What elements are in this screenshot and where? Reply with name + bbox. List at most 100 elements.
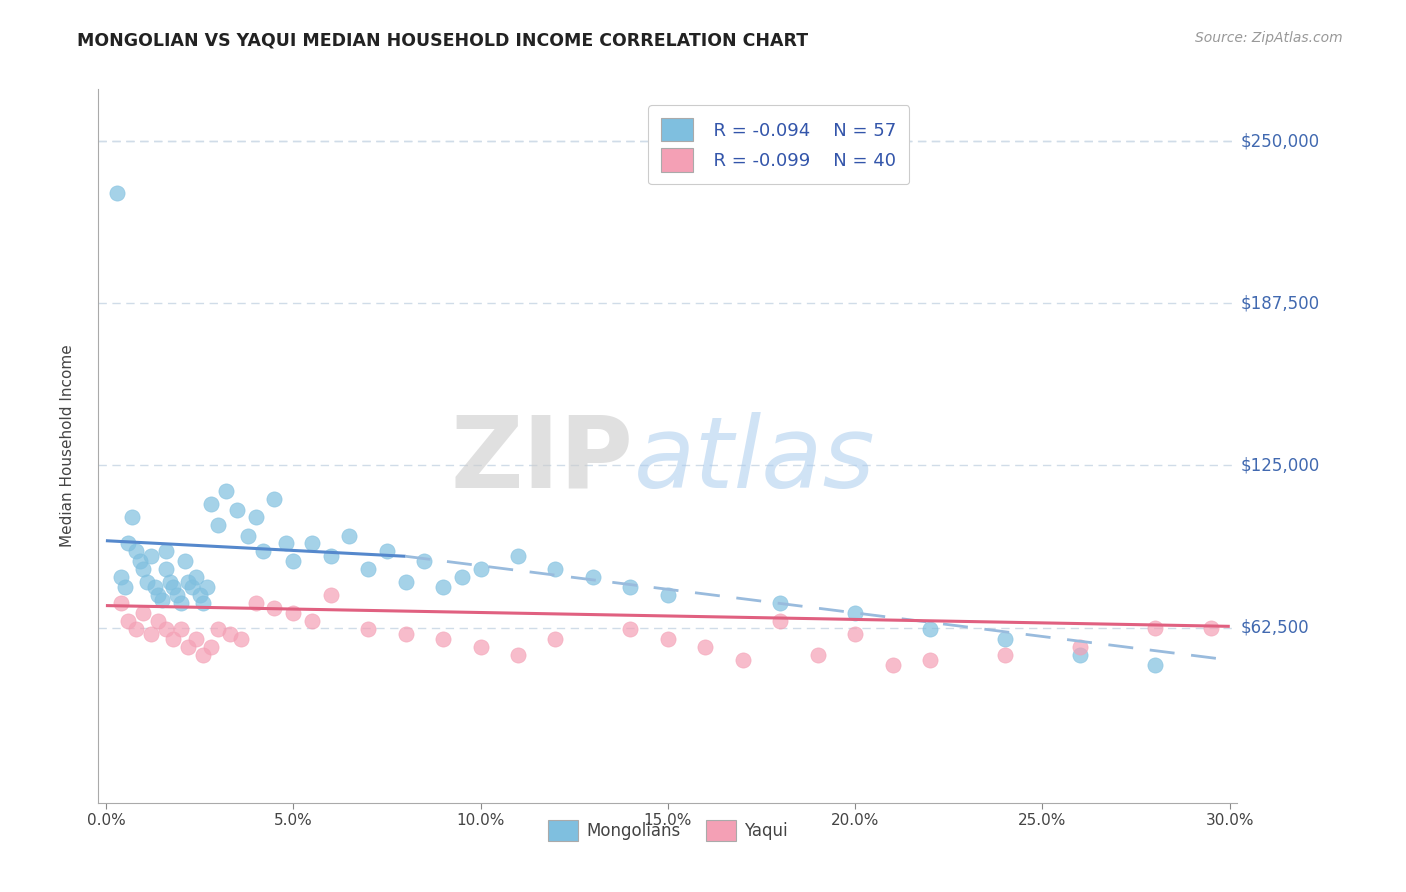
Text: $125,000: $125,000 <box>1240 457 1320 475</box>
Point <box>143 581 166 595</box>
Point <box>357 562 380 576</box>
Point <box>301 536 323 550</box>
Point <box>283 554 305 568</box>
Point <box>582 570 605 584</box>
Point <box>657 632 679 647</box>
Point <box>181 581 204 595</box>
Text: ZIP: ZIP <box>451 412 634 508</box>
Point <box>544 632 567 647</box>
Point <box>136 575 159 590</box>
Point <box>195 581 218 595</box>
Point <box>162 632 184 647</box>
Point <box>1143 621 1166 635</box>
Point <box>166 588 188 602</box>
Point <box>263 601 285 615</box>
Point <box>769 596 792 610</box>
Point <box>319 588 342 602</box>
Point <box>200 640 222 654</box>
Point <box>470 640 492 654</box>
Point <box>132 562 155 576</box>
Point <box>263 492 285 507</box>
Point <box>114 581 136 595</box>
Point <box>994 648 1017 662</box>
Point <box>170 622 193 636</box>
Point <box>920 622 942 636</box>
Point <box>619 581 641 595</box>
Point <box>1199 621 1222 635</box>
Point <box>394 575 416 590</box>
Point <box>470 562 492 576</box>
Point <box>110 596 132 610</box>
Point <box>506 648 529 662</box>
Point <box>139 627 162 641</box>
Point <box>920 653 942 667</box>
Point <box>207 622 229 636</box>
Point <box>155 562 177 576</box>
Point <box>155 622 177 636</box>
Point <box>769 614 792 628</box>
Point <box>1069 648 1091 662</box>
Point <box>1143 658 1166 673</box>
Text: MONGOLIAN VS YAQUI MEDIAN HOUSEHOLD INCOME CORRELATION CHART: MONGOLIAN VS YAQUI MEDIAN HOUSEHOLD INCO… <box>77 31 808 49</box>
Y-axis label: Median Household Income: Median Household Income <box>60 344 75 548</box>
Point <box>193 596 215 610</box>
Point <box>357 622 380 636</box>
Point <box>148 614 170 628</box>
Point <box>139 549 162 564</box>
Point <box>193 648 215 662</box>
Point <box>150 593 173 607</box>
Point <box>506 549 529 564</box>
Point <box>128 554 150 568</box>
Point <box>619 622 641 636</box>
Point <box>117 614 139 628</box>
Point <box>229 632 252 647</box>
Point <box>177 575 200 590</box>
Text: $250,000: $250,000 <box>1240 132 1320 150</box>
Point <box>394 627 416 641</box>
Point <box>125 622 148 636</box>
Point <box>245 510 267 524</box>
Point <box>245 596 267 610</box>
Point <box>148 588 170 602</box>
Point <box>994 632 1017 647</box>
Point <box>695 640 717 654</box>
Point <box>807 648 830 662</box>
Point <box>184 570 207 584</box>
Point <box>844 607 866 621</box>
Point <box>159 575 181 590</box>
Point <box>125 544 148 558</box>
Point <box>252 544 274 558</box>
Point <box>413 554 436 568</box>
Point <box>188 588 211 602</box>
Point <box>170 596 193 610</box>
Text: Source: ZipAtlas.com: Source: ZipAtlas.com <box>1195 31 1343 45</box>
Point <box>544 562 567 576</box>
Point <box>110 570 132 584</box>
Point <box>450 570 472 584</box>
Point <box>274 536 297 550</box>
Point <box>283 607 305 621</box>
Point <box>200 497 222 511</box>
Text: $62,500: $62,500 <box>1240 619 1309 637</box>
Point <box>731 653 754 667</box>
Point <box>215 484 238 499</box>
Point <box>117 536 139 550</box>
Point <box>301 614 323 628</box>
Point <box>339 528 361 542</box>
Text: $187,500: $187,500 <box>1240 294 1320 312</box>
Point <box>844 627 866 641</box>
Point <box>207 518 229 533</box>
Point <box>162 581 184 595</box>
Point <box>105 186 128 200</box>
Point <box>238 528 260 542</box>
Point <box>657 588 679 602</box>
Legend: Mongolians, Yaqui: Mongolians, Yaqui <box>541 814 794 848</box>
Point <box>432 632 454 647</box>
Point <box>121 510 143 524</box>
Point <box>319 549 342 564</box>
Text: atlas: atlas <box>634 412 876 508</box>
Point <box>184 632 207 647</box>
Point <box>218 627 240 641</box>
Point <box>375 544 398 558</box>
Point <box>155 544 177 558</box>
